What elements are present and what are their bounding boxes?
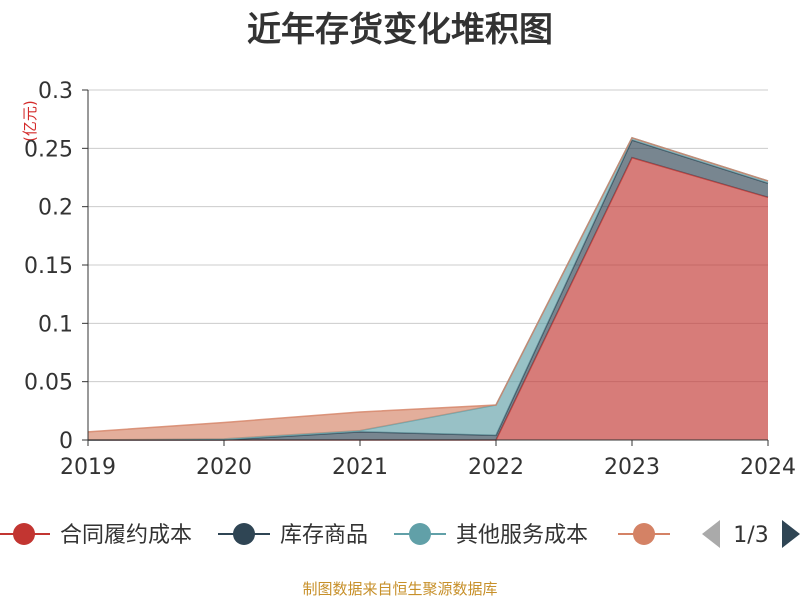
x-tick-label: 2019 bbox=[60, 455, 116, 480]
x-tick-label: 2023 bbox=[604, 455, 660, 480]
legend-marker bbox=[13, 523, 35, 545]
legend-label: 库存商品 bbox=[280, 523, 368, 548]
area-series-0 bbox=[88, 157, 768, 440]
x-tick-label: 2022 bbox=[468, 455, 524, 480]
legend-item-1[interactable]: 库存商品 bbox=[218, 523, 368, 548]
area-series-2 bbox=[88, 137, 768, 441]
x-tick-label: 2020 bbox=[196, 455, 252, 480]
legend: 合同履约成本 库存商品 其他服务成本 1/3 bbox=[0, 520, 800, 548]
data-source-note: 制图数据来自恒生聚源数据库 bbox=[302, 580, 498, 598]
y-tick-labels: 0 0.05 0.1 0.15 0.2 0.25 0.3 bbox=[24, 79, 73, 454]
page-indicator: 1/3 bbox=[733, 523, 768, 548]
y-tick-label: 0 bbox=[59, 429, 73, 454]
axes bbox=[82, 89, 769, 446]
legend-item-0[interactable]: 合同履约成本 bbox=[0, 523, 192, 548]
chart-title: 近年存货变化堆积图 bbox=[247, 10, 553, 50]
legend-marker bbox=[233, 523, 255, 545]
legend-label: 其他服务成本 bbox=[456, 523, 588, 548]
legend-label: 合同履约成本 bbox=[60, 523, 192, 548]
series-line-3 bbox=[87, 136, 769, 433]
legend-item-2[interactable]: 其他服务成本 bbox=[394, 523, 588, 548]
y-tick-label: 0.05 bbox=[24, 371, 73, 396]
y-tick-label: 0.25 bbox=[24, 137, 73, 162]
legend-marker bbox=[409, 523, 431, 545]
x-tick-labels: 2019 2020 2021 2022 2023 2024 bbox=[60, 455, 796, 480]
area-series bbox=[87, 136, 769, 441]
x-tick-label: 2021 bbox=[332, 455, 388, 480]
legend-item-3[interactable] bbox=[618, 523, 670, 545]
next-page-icon[interactable] bbox=[782, 520, 800, 548]
y-tick-label: 0.15 bbox=[24, 254, 73, 279]
grid-lines bbox=[88, 89, 768, 383]
legend-marker bbox=[633, 523, 655, 545]
x-tick-label: 2024 bbox=[740, 455, 796, 480]
y-tick-label: 0.3 bbox=[38, 79, 73, 104]
y-tick-label: 0.1 bbox=[38, 312, 73, 337]
y-tick-label: 0.2 bbox=[38, 196, 73, 221]
prev-page-icon[interactable] bbox=[702, 520, 720, 548]
